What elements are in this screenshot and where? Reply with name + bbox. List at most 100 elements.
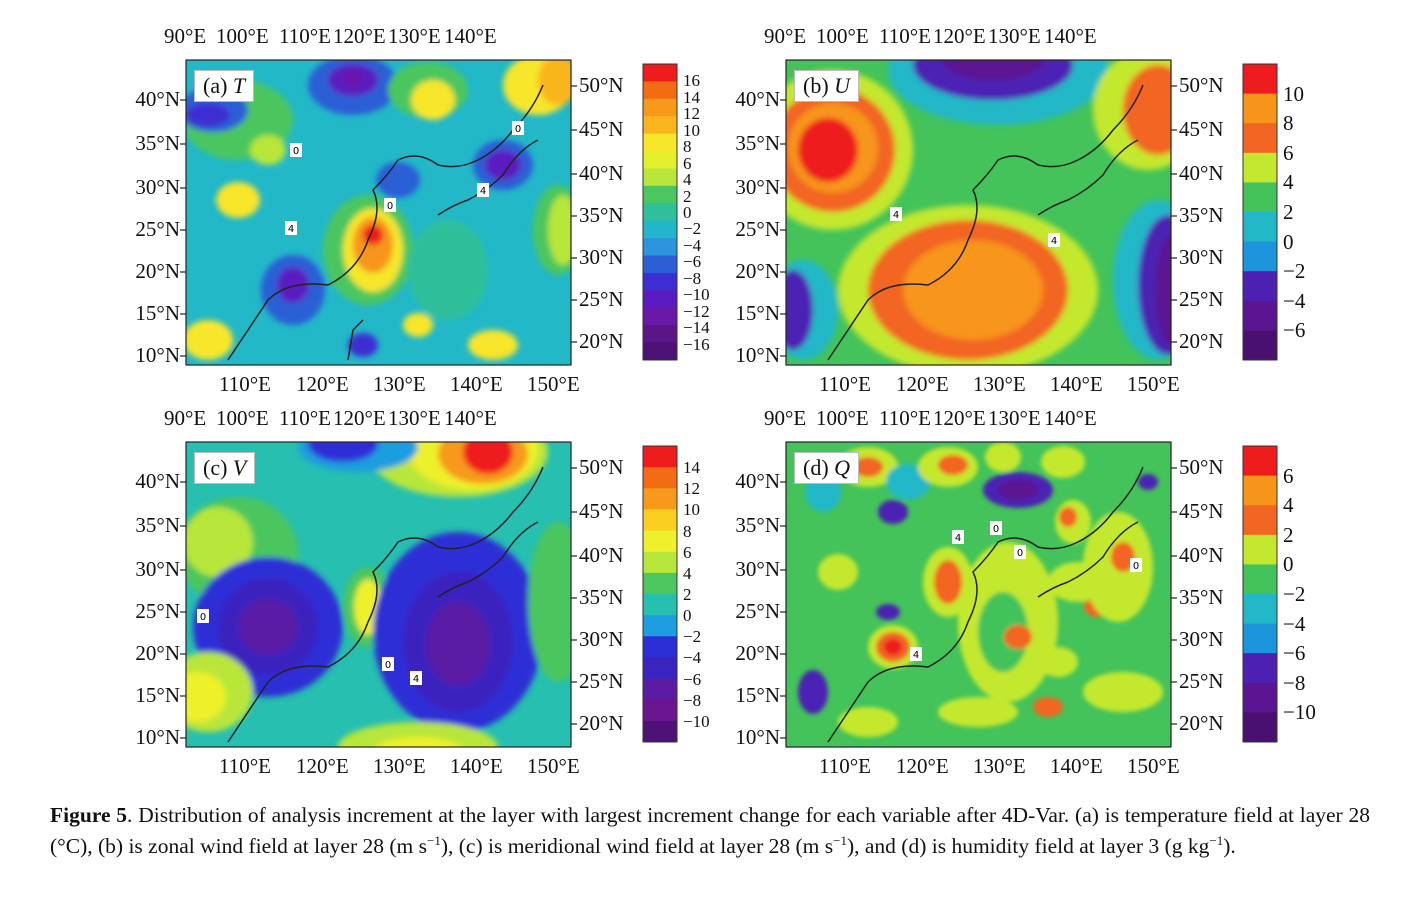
lon-tick-bottom: 140°E [450, 754, 503, 778]
lon-tick-bottom: 120°E [896, 372, 949, 396]
svg-text:0: 0 [1017, 548, 1023, 559]
colorbar-swatch [643, 530, 677, 553]
lon-tick-bottom: 130°E [373, 754, 426, 778]
lon-tick-top: 90°E [764, 406, 807, 430]
lat-tick-left: 30°N [135, 175, 180, 199]
colorbar-swatch [643, 64, 677, 82]
colorbar-swatch [643, 203, 677, 222]
colorbar-label: 14 [683, 458, 700, 478]
colorbar [1242, 445, 1278, 743]
panel-label-prefix: (c) [203, 455, 233, 480]
colorbar-label: 10 [683, 120, 700, 140]
colorbar-swatch [1243, 653, 1277, 684]
colorbar-label: 6 [1283, 140, 1294, 165]
colorbar-frame [642, 445, 678, 743]
lat-tick-right: 35°N [579, 585, 624, 609]
colorbar-label: 6 [1283, 463, 1294, 488]
lon-tick-bottom: 150°E [1127, 754, 1180, 778]
colorbar-label: 16 [683, 71, 700, 91]
colorbar-label: −2 [1283, 259, 1306, 284]
lon-tick-bottom: 130°E [973, 754, 1026, 778]
colorbar-swatch [1243, 505, 1277, 536]
lat-tick-left: 25°N [735, 217, 780, 241]
lon-tick-bottom: 130°E [373, 372, 426, 396]
lat-tick-right: 45°N [1179, 499, 1224, 523]
lat-tick-right: 50°N [1179, 455, 1224, 479]
figure-caption: Figure 5. Distribution of analysis incre… [50, 800, 1370, 862]
svg-text:4: 4 [913, 650, 919, 661]
lon-tick-top: 140°E [444, 406, 497, 430]
lat-tick-left: 40°N [135, 87, 180, 111]
svg-text:4: 4 [893, 210, 899, 221]
panel-map-svg: 0 0 4 [180, 441, 678, 748]
svg-text:0: 0 [1133, 561, 1139, 572]
colorbar-swatch [1243, 300, 1277, 331]
colorbar-swatch [643, 699, 677, 722]
caption-superscript: −1 [427, 832, 441, 848]
contour-label: 0 [197, 609, 209, 623]
colorbar-swatch [643, 657, 677, 680]
colorbar-swatch [643, 116, 677, 135]
lon-tick-top: 100°E [216, 24, 269, 48]
colorbar-swatch [1243, 534, 1277, 565]
colorbar-label: −6 [1283, 318, 1306, 343]
lat-tick-right: 45°N [1179, 117, 1224, 141]
lat-tick-left: 40°N [735, 87, 780, 111]
caption-text: ). [1223, 834, 1236, 858]
lat-tick-left: 15°N [135, 683, 180, 707]
colorbar-swatch [643, 678, 677, 701]
svg-text:0: 0 [515, 124, 521, 135]
colorbar-label: −10 [683, 711, 710, 731]
coastline-japan [1037, 521, 1139, 598]
colorbar-swatch [643, 307, 677, 326]
caption-figure-label: Figure 5 [50, 803, 128, 827]
contour-label: 4 [1048, 233, 1060, 247]
lon-tick-top: 140°E [1044, 24, 1097, 48]
coastline-japan [1037, 139, 1139, 216]
colorbar-label: 0 [683, 203, 692, 222]
colorbar-frame [642, 63, 678, 361]
colorbar-label: 2 [683, 186, 692, 206]
colorbar-swatch [643, 615, 677, 637]
panel-label: (c) V [194, 452, 256, 484]
colorbar-label: 8 [683, 521, 692, 541]
lat-tick-left: 25°N [135, 599, 180, 623]
panel-variable: V [232, 455, 247, 480]
map-frame [185, 441, 572, 748]
lon-tick-top: 120°E [333, 406, 386, 430]
colorbar-label: −6 [1283, 641, 1306, 666]
colorbar-label: 6 [683, 153, 692, 173]
lat-tick-right: 30°N [579, 245, 624, 269]
colorbar-frame [1242, 63, 1278, 361]
coastline [827, 84, 1144, 361]
svg-text:4: 4 [480, 186, 486, 197]
colorbar-label: 4 [1283, 170, 1294, 195]
lat-tick-right: 20°N [1179, 329, 1224, 353]
contour-label: 4 [285, 221, 297, 235]
panel-label-prefix: (d) [803, 455, 835, 480]
lon-tick-top: 120°E [933, 24, 986, 48]
colorbar-swatch [1243, 594, 1277, 625]
lat-tick-left: 35°N [735, 131, 780, 155]
lat-tick-left: 30°N [135, 557, 180, 581]
colorbar-swatch [643, 272, 677, 291]
lat-tick-right: 35°N [1179, 203, 1224, 227]
colorbar-label: −2 [1283, 582, 1306, 606]
caption-text: ), and (d) is humidity field at layer 3 … [846, 834, 1210, 858]
contour-label: 0 [1014, 545, 1026, 559]
colorbar-label: 10 [1283, 81, 1304, 106]
lat-tick-right: 30°N [1179, 245, 1224, 269]
colorbar-label: 2 [1283, 522, 1294, 547]
colorbar-label: 4 [683, 563, 692, 583]
colorbar-swatch [1243, 623, 1277, 654]
lon-tick-bottom: 150°E [1127, 372, 1180, 396]
colorbar-swatch [643, 572, 677, 595]
contour-label: 0 [990, 521, 1002, 535]
colorbar-label: 8 [1283, 111, 1294, 136]
lat-tick-right: 35°N [579, 203, 624, 227]
lon-tick-bottom: 140°E [1050, 754, 1103, 778]
colorbar-swatch [643, 220, 677, 239]
